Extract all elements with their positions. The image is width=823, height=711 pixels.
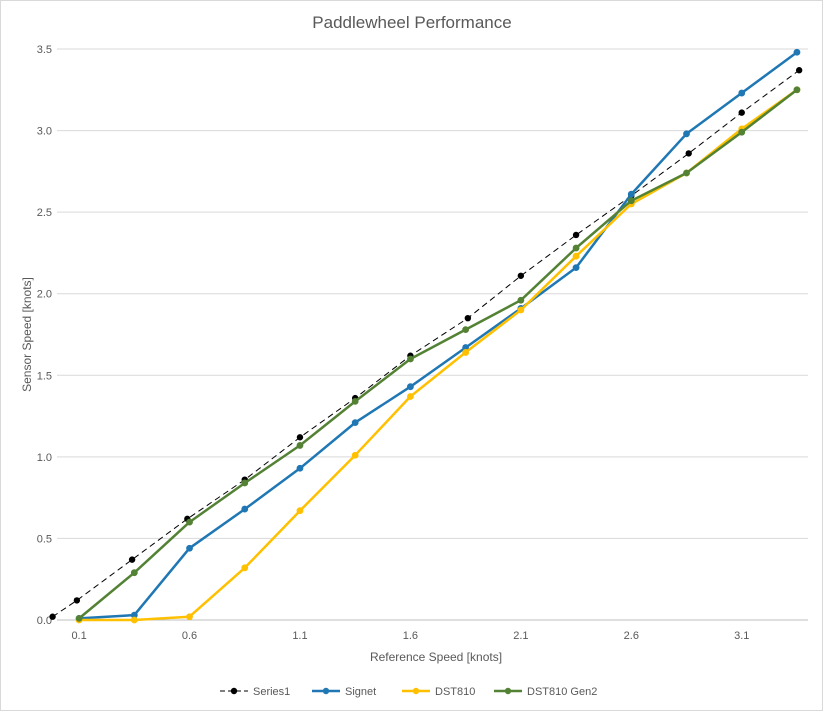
y-axis-label: Sensor Speed [knots] bbox=[20, 277, 34, 392]
y-tick-label: 1.5 bbox=[37, 370, 52, 382]
data-point bbox=[49, 613, 56, 620]
data-point bbox=[572, 231, 580, 239]
data-point bbox=[130, 616, 138, 624]
legend-label: Signet bbox=[345, 686, 376, 698]
x-tick-label: 0.1 bbox=[71, 630, 86, 642]
y-tick-label: 0.5 bbox=[37, 533, 52, 545]
data-point bbox=[683, 169, 690, 177]
data-point bbox=[462, 349, 470, 356]
data-point bbox=[462, 326, 470, 334]
gridlines bbox=[57, 48, 808, 621]
y-tick-labels: 0.0 0.5 1.0 1.5 2.0 2.5 3.0 3.5 bbox=[37, 44, 52, 627]
chart-title: Paddlewheel Performance bbox=[312, 13, 511, 32]
data-point bbox=[462, 344, 470, 351]
x-tick-labels: 0.1 0.6 1.1 1.6 2.1 2.6 3.1 bbox=[71, 630, 749, 642]
legend-marker bbox=[322, 687, 330, 695]
x-tick-label: 3.1 bbox=[734, 630, 749, 642]
series-line-1 bbox=[79, 51, 798, 620]
data-point bbox=[627, 197, 635, 205]
y-tick-label: 0.0 bbox=[37, 615, 52, 627]
legend-marker bbox=[504, 687, 512, 695]
y-tick-label: 3.0 bbox=[37, 126, 52, 138]
data-point bbox=[793, 48, 801, 56]
y-tick-label: 2.0 bbox=[37, 289, 52, 301]
x-tick-label: 1.6 bbox=[403, 630, 418, 642]
data-point bbox=[464, 314, 472, 322]
data-point bbox=[572, 244, 580, 252]
data-point bbox=[186, 613, 193, 621]
x-tick-label: 1.1 bbox=[292, 630, 307, 642]
data-point bbox=[517, 306, 525, 314]
data-point bbox=[241, 564, 249, 572]
y-tick-label: 1.0 bbox=[37, 452, 52, 464]
data-point bbox=[130, 569, 138, 577]
data-point bbox=[73, 597, 81, 604]
data-point bbox=[296, 464, 304, 472]
data-point bbox=[517, 272, 525, 279]
data-point bbox=[241, 505, 249, 513]
data-point bbox=[351, 451, 359, 459]
legend-label: Series1 bbox=[253, 686, 290, 698]
data-point bbox=[407, 383, 414, 391]
data-point bbox=[128, 556, 136, 563]
legend: Series1 Signet DST810 DST810 Gen2 bbox=[220, 686, 597, 698]
data-point bbox=[351, 397, 359, 405]
x-tick-label: 2.6 bbox=[624, 630, 639, 642]
data-point bbox=[738, 89, 746, 97]
x-tick-label: 0.6 bbox=[182, 630, 197, 642]
x-axis-label: Reference Speed [knots] bbox=[370, 650, 502, 664]
legend-label: DST810 Gen2 bbox=[527, 686, 597, 698]
data-point bbox=[296, 434, 304, 441]
series-lines bbox=[49, 48, 803, 624]
data-point bbox=[627, 190, 635, 198]
data-point bbox=[186, 544, 193, 552]
data-point bbox=[407, 393, 414, 400]
data-point bbox=[685, 150, 692, 157]
data-point bbox=[572, 252, 580, 260]
data-point bbox=[351, 419, 359, 426]
data-point bbox=[572, 264, 580, 272]
data-point bbox=[407, 355, 414, 363]
data-point bbox=[738, 128, 746, 136]
x-tick-label: 2.1 bbox=[513, 630, 528, 642]
data-point bbox=[793, 86, 801, 94]
y-tick-label: 2.5 bbox=[37, 207, 52, 219]
data-point bbox=[241, 479, 249, 487]
data-point bbox=[738, 109, 745, 116]
data-point bbox=[795, 67, 803, 74]
y-tick-label: 3.5 bbox=[37, 44, 52, 56]
legend-marker bbox=[230, 687, 238, 695]
data-point bbox=[75, 614, 83, 622]
data-point bbox=[517, 296, 525, 304]
data-point bbox=[683, 130, 690, 138]
series-line-2 bbox=[79, 88, 798, 622]
data-point bbox=[130, 611, 138, 619]
legend-label: DST810 bbox=[435, 686, 475, 698]
data-point bbox=[186, 518, 193, 526]
series-line-3 bbox=[78, 88, 798, 620]
data-point bbox=[296, 442, 304, 449]
legend-marker bbox=[412, 687, 420, 695]
data-point bbox=[296, 507, 304, 515]
